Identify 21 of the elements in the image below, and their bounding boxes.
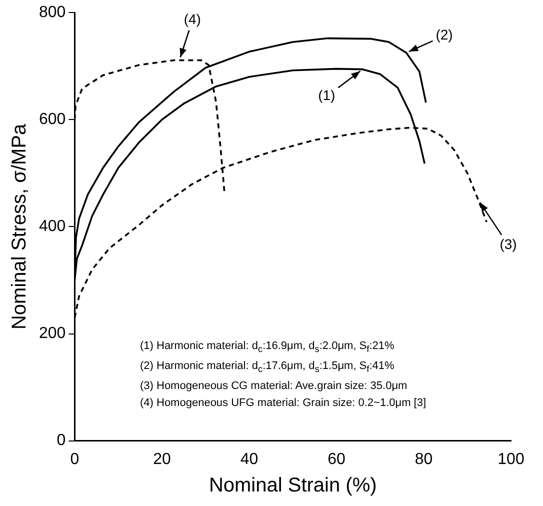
annotation: (2) Harmonic material: d$_{c}$:17.6μm, d$_{s}$:1.5μm, S$_{f}$:41% <box>140 359 396 376</box>
x-tick-label: 60 <box>328 450 346 468</box>
y-tick-label: 0 <box>56 432 66 450</box>
annotation: (4) Homogeneous UFG material: Grain size: 0.2~1.0μm [3] <box>140 396 426 412</box>
x-tick-label: 80 <box>414 450 433 468</box>
x-tick-label: 0 <box>70 450 80 468</box>
annotation: (3) <box>500 236 517 252</box>
x-tick-label: 100 <box>498 450 524 468</box>
annotation: (2) <box>436 26 453 43</box>
annotation: (1) Harmonic material: d$_{c}$:16.9μm, d$_{s}$:2.0μm, S$_{f}$:21% <box>140 339 396 356</box>
y-tick-label: 800 <box>38 4 66 22</box>
x-axis-title: Nominal Strain (%) <box>208 474 377 497</box>
y-tick-label: 600 <box>38 111 66 128</box>
x-tick-label: 40 <box>240 450 258 468</box>
annotation: (3) Homogeneous CG material: Ave.grain size: 35.0μm <box>140 379 408 394</box>
y-tick-label: 400 <box>38 218 66 236</box>
annotation: (4) <box>184 11 201 28</box>
y-tick-label: 200 <box>38 325 66 342</box>
y-axis-title: Nominal Stress, σ/MPa <box>8 122 31 330</box>
x-tick-label: 20 <box>153 450 171 468</box>
annotation: (1) <box>318 87 336 104</box>
